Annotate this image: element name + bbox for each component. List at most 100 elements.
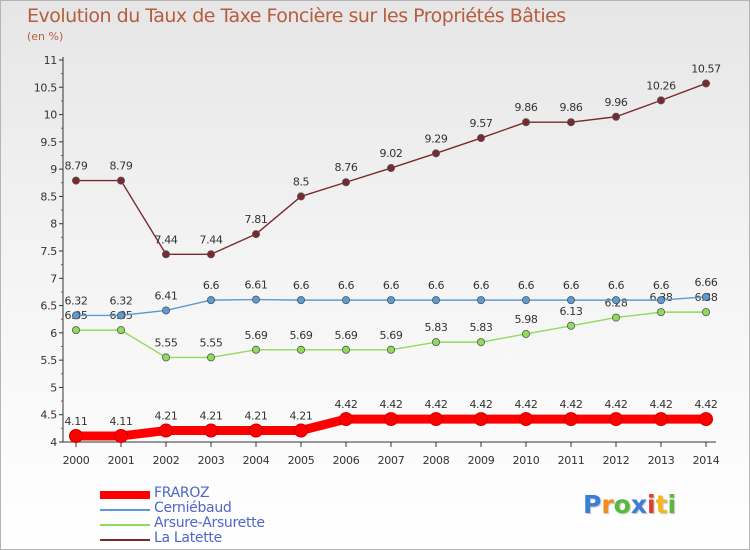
data-point-cerni-baud-2013	[657, 296, 666, 305]
data-point-fraroz-2012	[609, 412, 623, 427]
y-tick-label-4.5: 4.5	[40, 409, 57, 422]
x-tick-label-2002: 2002	[153, 454, 180, 467]
data-point-la-latette-2011	[567, 118, 576, 127]
data-label-la-latette-2000: 8.79	[65, 160, 88, 173]
data-point-la-latette-2006	[341, 178, 350, 187]
y-tick-label-10: 10	[44, 109, 58, 122]
data-point-arsure-arsurette-2006	[341, 345, 350, 354]
data-label-la-latette-2007: 9.02	[380, 147, 403, 160]
data-label-fraroz-2002: 4.21	[155, 410, 178, 423]
data-label-arsure-arsurette-2009: 5.83	[470, 321, 493, 334]
data-label-la-latette-2010: 9.86	[515, 101, 538, 114]
data-label-la-latette-2009: 9.57	[470, 117, 493, 130]
data-label-cerni-baud-2012: 6.6	[608, 279, 625, 292]
data-point-arsure-arsurette-2010	[522, 329, 531, 338]
x-tick-label-2011: 2011	[558, 454, 585, 467]
x-tick-label-2010: 2010	[513, 454, 540, 467]
data-label-cerni-baud-2010: 6.6	[518, 279, 535, 292]
data-label-cerni-baud-2006: 6.6	[338, 279, 355, 292]
data-point-la-latette-2004	[251, 230, 260, 239]
data-point-cerni-baud-2007	[386, 296, 395, 305]
y-tick-label-9: 9	[50, 163, 57, 176]
data-point-la-latette-2002	[161, 250, 170, 259]
legend-swatch-la-latette	[100, 539, 150, 541]
data-label-la-latette-2004: 7.81	[245, 213, 268, 226]
data-point-cerni-baud-2012	[612, 296, 621, 305]
data-point-arsure-arsurette-2014	[702, 308, 711, 317]
data-point-la-latette-2008	[431, 149, 440, 158]
data-label-arsure-arsurette-2003: 5.55	[200, 336, 223, 349]
data-point-arsure-arsurette-2007	[386, 345, 395, 354]
legend-swatch-arsure-arsurette	[100, 524, 150, 526]
y-tick-label-10.5: 10.5	[34, 81, 58, 94]
data-label-arsure-arsurette-2002: 5.55	[155, 336, 178, 349]
y-tick-label-7: 7	[50, 272, 57, 285]
data-label-cerni-baud-2011: 6.6	[563, 279, 580, 292]
data-label-cerni-baud-2013: 6.6	[653, 279, 670, 292]
data-label-la-latette-2012: 9.96	[605, 96, 628, 109]
data-label-arsure-arsurette-2004: 5.69	[245, 329, 268, 342]
data-label-la-latette-2005: 8.5	[293, 175, 310, 188]
data-point-cerni-baud-2010	[522, 296, 531, 305]
chart-ylabel: (en %)	[27, 30, 64, 43]
data-label-fraroz-2005: 4.21	[290, 410, 313, 423]
data-point-la-latette-2005	[296, 192, 305, 201]
data-label-fraroz-2006: 4.42	[335, 398, 358, 411]
data-label-cerni-baud-2000: 6.32	[65, 294, 88, 307]
data-point-cerni-baud-2001	[117, 311, 126, 320]
y-tick-label-4: 4	[50, 436, 57, 449]
data-point-arsure-arsurette-2011	[567, 321, 576, 330]
data-label-fraroz-2007: 4.42	[380, 398, 403, 411]
data-point-fraroz-2013	[654, 412, 668, 427]
data-point-fraroz-2005	[294, 423, 308, 438]
data-point-la-latette-2000	[72, 176, 81, 185]
data-point-arsure-arsurette-2013	[657, 308, 666, 317]
legend-label-cerni-baud: Cerniébaud	[154, 500, 232, 516]
data-label-cerni-baud-2007: 6.6	[383, 279, 400, 292]
x-tick-label-2009: 2009	[468, 454, 495, 467]
data-point-fraroz-2004	[249, 423, 263, 438]
data-label-fraroz-2004: 4.21	[245, 410, 268, 423]
data-point-la-latette-2007	[386, 164, 395, 173]
data-label-la-latette-2014: 10.57	[691, 62, 721, 75]
data-label-cerni-baud-2009: 6.6	[473, 279, 490, 292]
data-point-fraroz-2007	[384, 412, 398, 427]
logo-letter: i	[667, 490, 677, 519]
data-label-la-latette-2011: 9.86	[560, 101, 583, 114]
x-tick-label-2006: 2006	[333, 454, 360, 467]
data-point-arsure-arsurette-2003	[206, 353, 215, 362]
data-point-cerni-baud-2002	[161, 306, 170, 315]
data-point-fraroz-2002	[159, 423, 173, 438]
legend-swatch-fraroz	[100, 491, 150, 499]
data-point-fraroz-2006	[339, 412, 353, 427]
y-tick-label-11: 11	[44, 54, 57, 67]
data-label-cerni-baud-2005: 6.6	[293, 279, 310, 292]
data-label-fraroz-2010: 4.42	[515, 398, 538, 411]
logo-letter: o	[613, 490, 631, 519]
data-label-cerni-baud-2001: 6.32	[110, 294, 133, 307]
legend-label-la-latette: La Latette	[154, 530, 222, 546]
data-label-fraroz-2013: 4.42	[650, 398, 673, 411]
data-label-cerni-baud-2004: 6.61	[245, 279, 268, 292]
legend-label-arsure-arsurette: Arsure-Arsurette	[154, 515, 265, 531]
data-point-arsure-arsurette-2002	[161, 353, 170, 362]
y-tick-label-5: 5	[50, 381, 57, 394]
data-point-la-latette-2003	[206, 250, 215, 259]
x-tick-label-2014: 2014	[693, 454, 720, 467]
data-label-la-latette-2008: 9.29	[425, 132, 448, 145]
logo-letter: t	[655, 490, 668, 519]
data-label-la-latette-2001: 8.79	[110, 160, 133, 173]
data-point-arsure-arsurette-2005	[296, 345, 305, 354]
data-point-cerni-baud-2014	[702, 292, 711, 301]
data-point-cerni-baud-2005	[296, 296, 305, 305]
data-point-cerni-baud-2003	[206, 296, 215, 305]
y-tick-label-5.5: 5.5	[40, 354, 57, 367]
data-point-la-latette-2012	[612, 112, 621, 121]
data-point-arsure-arsurette-2009	[476, 338, 485, 347]
data-point-fraroz-2003	[204, 423, 218, 438]
data-point-fraroz-2010	[519, 412, 533, 427]
legend-label-fraroz: FRAROZ	[154, 485, 210, 501]
y-tick-label-8.5: 8.5	[40, 190, 57, 203]
data-label-arsure-arsurette-2010: 5.98	[515, 313, 538, 326]
